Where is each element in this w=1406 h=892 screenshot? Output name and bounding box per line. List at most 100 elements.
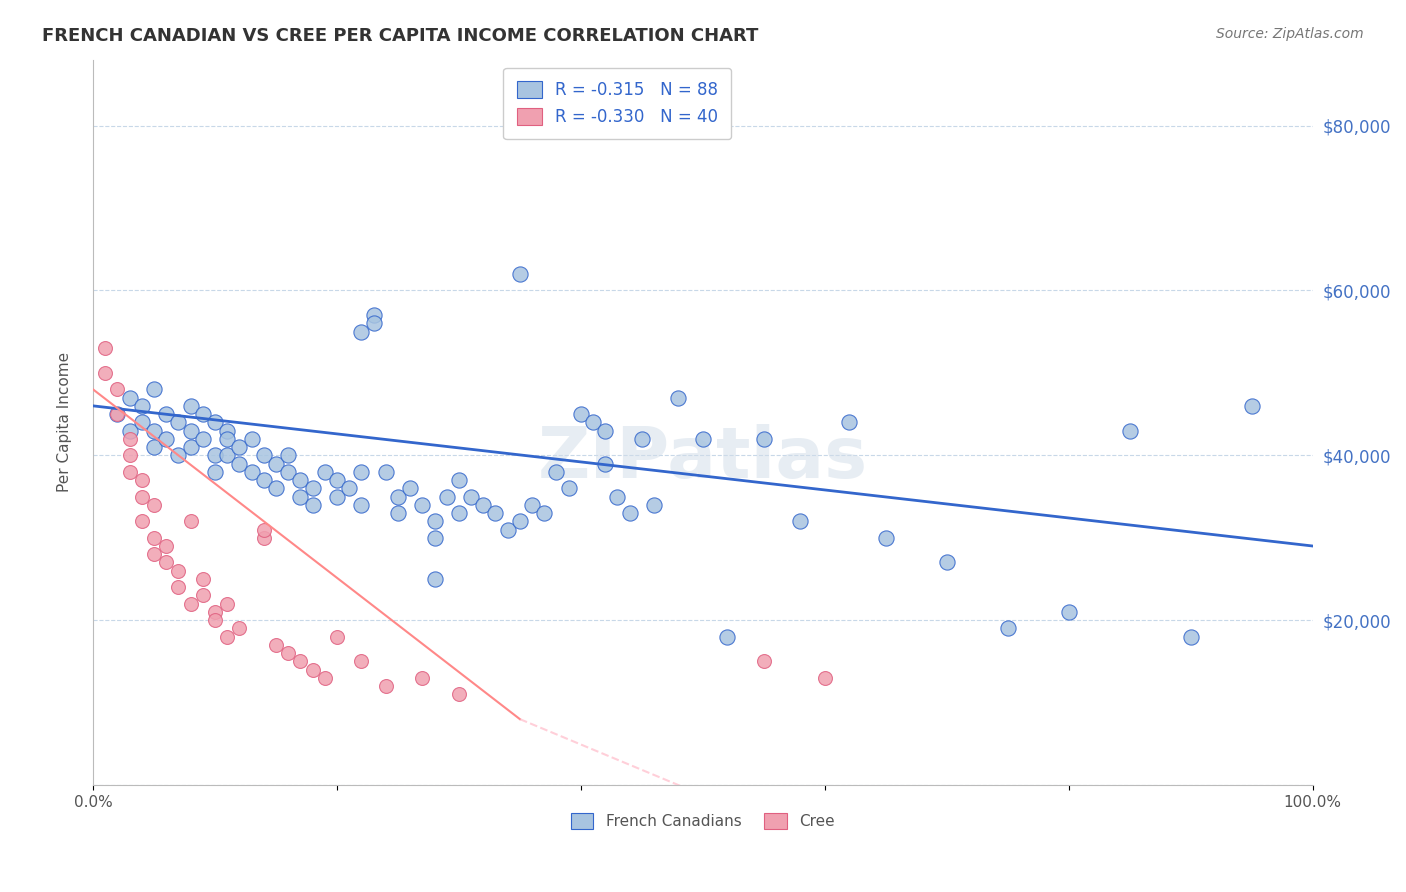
Point — [180, 514, 202, 528]
Point — [350, 325, 373, 339]
Point — [875, 531, 897, 545]
Point — [460, 490, 482, 504]
Point — [240, 432, 263, 446]
Point — [191, 589, 214, 603]
Point — [155, 539, 177, 553]
Point — [350, 655, 373, 669]
Point — [118, 432, 141, 446]
Point — [217, 448, 239, 462]
Point — [814, 671, 837, 685]
Point — [155, 432, 177, 446]
Point — [118, 391, 141, 405]
Point — [582, 415, 605, 429]
Point — [447, 473, 470, 487]
Point — [520, 498, 543, 512]
Point — [301, 663, 323, 677]
Point — [752, 655, 775, 669]
Point — [204, 415, 226, 429]
Point — [290, 490, 312, 504]
Point — [118, 465, 141, 479]
Point — [167, 448, 190, 462]
Point — [264, 638, 287, 652]
Point — [374, 679, 396, 693]
Point — [155, 407, 177, 421]
Point — [423, 531, 446, 545]
Point — [167, 415, 190, 429]
Point — [326, 490, 349, 504]
Point — [326, 473, 349, 487]
Point — [94, 366, 117, 380]
Point — [631, 432, 654, 446]
Point — [997, 622, 1019, 636]
Point — [436, 490, 458, 504]
Point — [411, 498, 433, 512]
Point — [423, 514, 446, 528]
Point — [374, 465, 396, 479]
Point — [838, 415, 860, 429]
Point — [1180, 630, 1202, 644]
Point — [593, 424, 616, 438]
Point — [399, 481, 422, 495]
Point — [484, 506, 506, 520]
Point — [326, 630, 349, 644]
Point — [290, 473, 312, 487]
Point — [314, 465, 336, 479]
Point — [447, 506, 470, 520]
Point — [143, 531, 166, 545]
Point — [752, 432, 775, 446]
Point — [228, 622, 250, 636]
Point — [240, 465, 263, 479]
Point — [1118, 424, 1140, 438]
Point — [228, 457, 250, 471]
Point — [217, 630, 239, 644]
Point — [509, 514, 531, 528]
Point — [264, 481, 287, 495]
Point — [350, 465, 373, 479]
Point — [155, 556, 177, 570]
Point — [167, 580, 190, 594]
Point — [107, 383, 129, 397]
Point — [180, 440, 202, 454]
Point — [557, 481, 579, 495]
Point — [1240, 399, 1263, 413]
Point — [363, 317, 385, 331]
Point — [143, 440, 166, 454]
Point — [107, 407, 129, 421]
Point — [692, 432, 714, 446]
Text: Source: ZipAtlas.com: Source: ZipAtlas.com — [1216, 27, 1364, 41]
Point — [204, 605, 226, 619]
Point — [569, 407, 592, 421]
Point — [350, 498, 373, 512]
Point — [411, 671, 433, 685]
Point — [131, 514, 153, 528]
Point — [204, 448, 226, 462]
Point — [387, 506, 409, 520]
Point — [277, 465, 299, 479]
Legend: French Canadians, Cree: French Canadians, Cree — [564, 807, 841, 836]
Point — [387, 490, 409, 504]
Point — [118, 424, 141, 438]
Point — [277, 448, 299, 462]
Point — [217, 597, 239, 611]
Text: ZIPatlas: ZIPatlas — [537, 424, 868, 493]
Point — [789, 514, 811, 528]
Point — [253, 523, 276, 537]
Point — [253, 473, 276, 487]
Point — [337, 481, 360, 495]
Point — [217, 424, 239, 438]
Point — [277, 646, 299, 660]
Point — [131, 490, 153, 504]
Point — [204, 465, 226, 479]
Point — [143, 424, 166, 438]
Point — [180, 424, 202, 438]
Point — [118, 448, 141, 462]
Point — [716, 630, 738, 644]
Point — [131, 473, 153, 487]
Point — [107, 407, 129, 421]
Point — [191, 432, 214, 446]
Point — [180, 399, 202, 413]
Point — [264, 457, 287, 471]
Point — [668, 391, 690, 405]
Point — [533, 506, 555, 520]
Point — [94, 341, 117, 355]
